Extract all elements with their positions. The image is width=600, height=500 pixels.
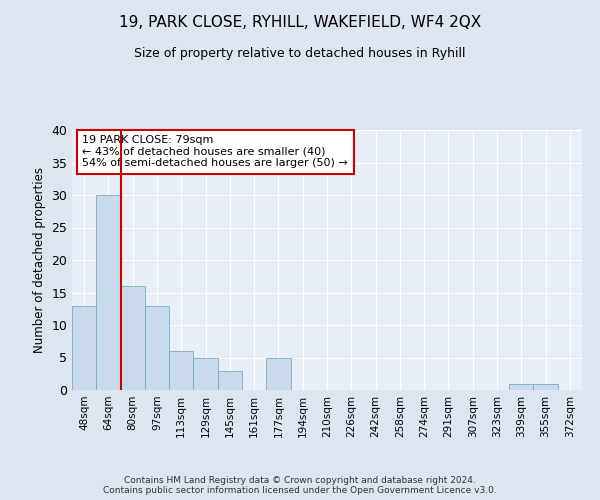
Bar — [509, 384, 533, 390]
Text: 19, PARK CLOSE, RYHILL, WAKEFIELD, WF4 2QX: 19, PARK CLOSE, RYHILL, WAKEFIELD, WF4 2… — [119, 15, 481, 30]
Bar — [96, 195, 121, 390]
Bar — [533, 384, 558, 390]
Bar — [72, 306, 96, 390]
Bar — [121, 286, 145, 390]
Text: 19 PARK CLOSE: 79sqm
← 43% of detached houses are smaller (40)
54% of semi-detac: 19 PARK CLOSE: 79sqm ← 43% of detached h… — [82, 135, 348, 168]
Bar — [169, 351, 193, 390]
Bar — [193, 358, 218, 390]
Y-axis label: Number of detached properties: Number of detached properties — [33, 167, 46, 353]
Text: Size of property relative to detached houses in Ryhill: Size of property relative to detached ho… — [134, 48, 466, 60]
Bar — [218, 370, 242, 390]
Text: Contains HM Land Registry data © Crown copyright and database right 2024.
Contai: Contains HM Land Registry data © Crown c… — [103, 476, 497, 495]
Bar — [266, 358, 290, 390]
Bar — [145, 306, 169, 390]
